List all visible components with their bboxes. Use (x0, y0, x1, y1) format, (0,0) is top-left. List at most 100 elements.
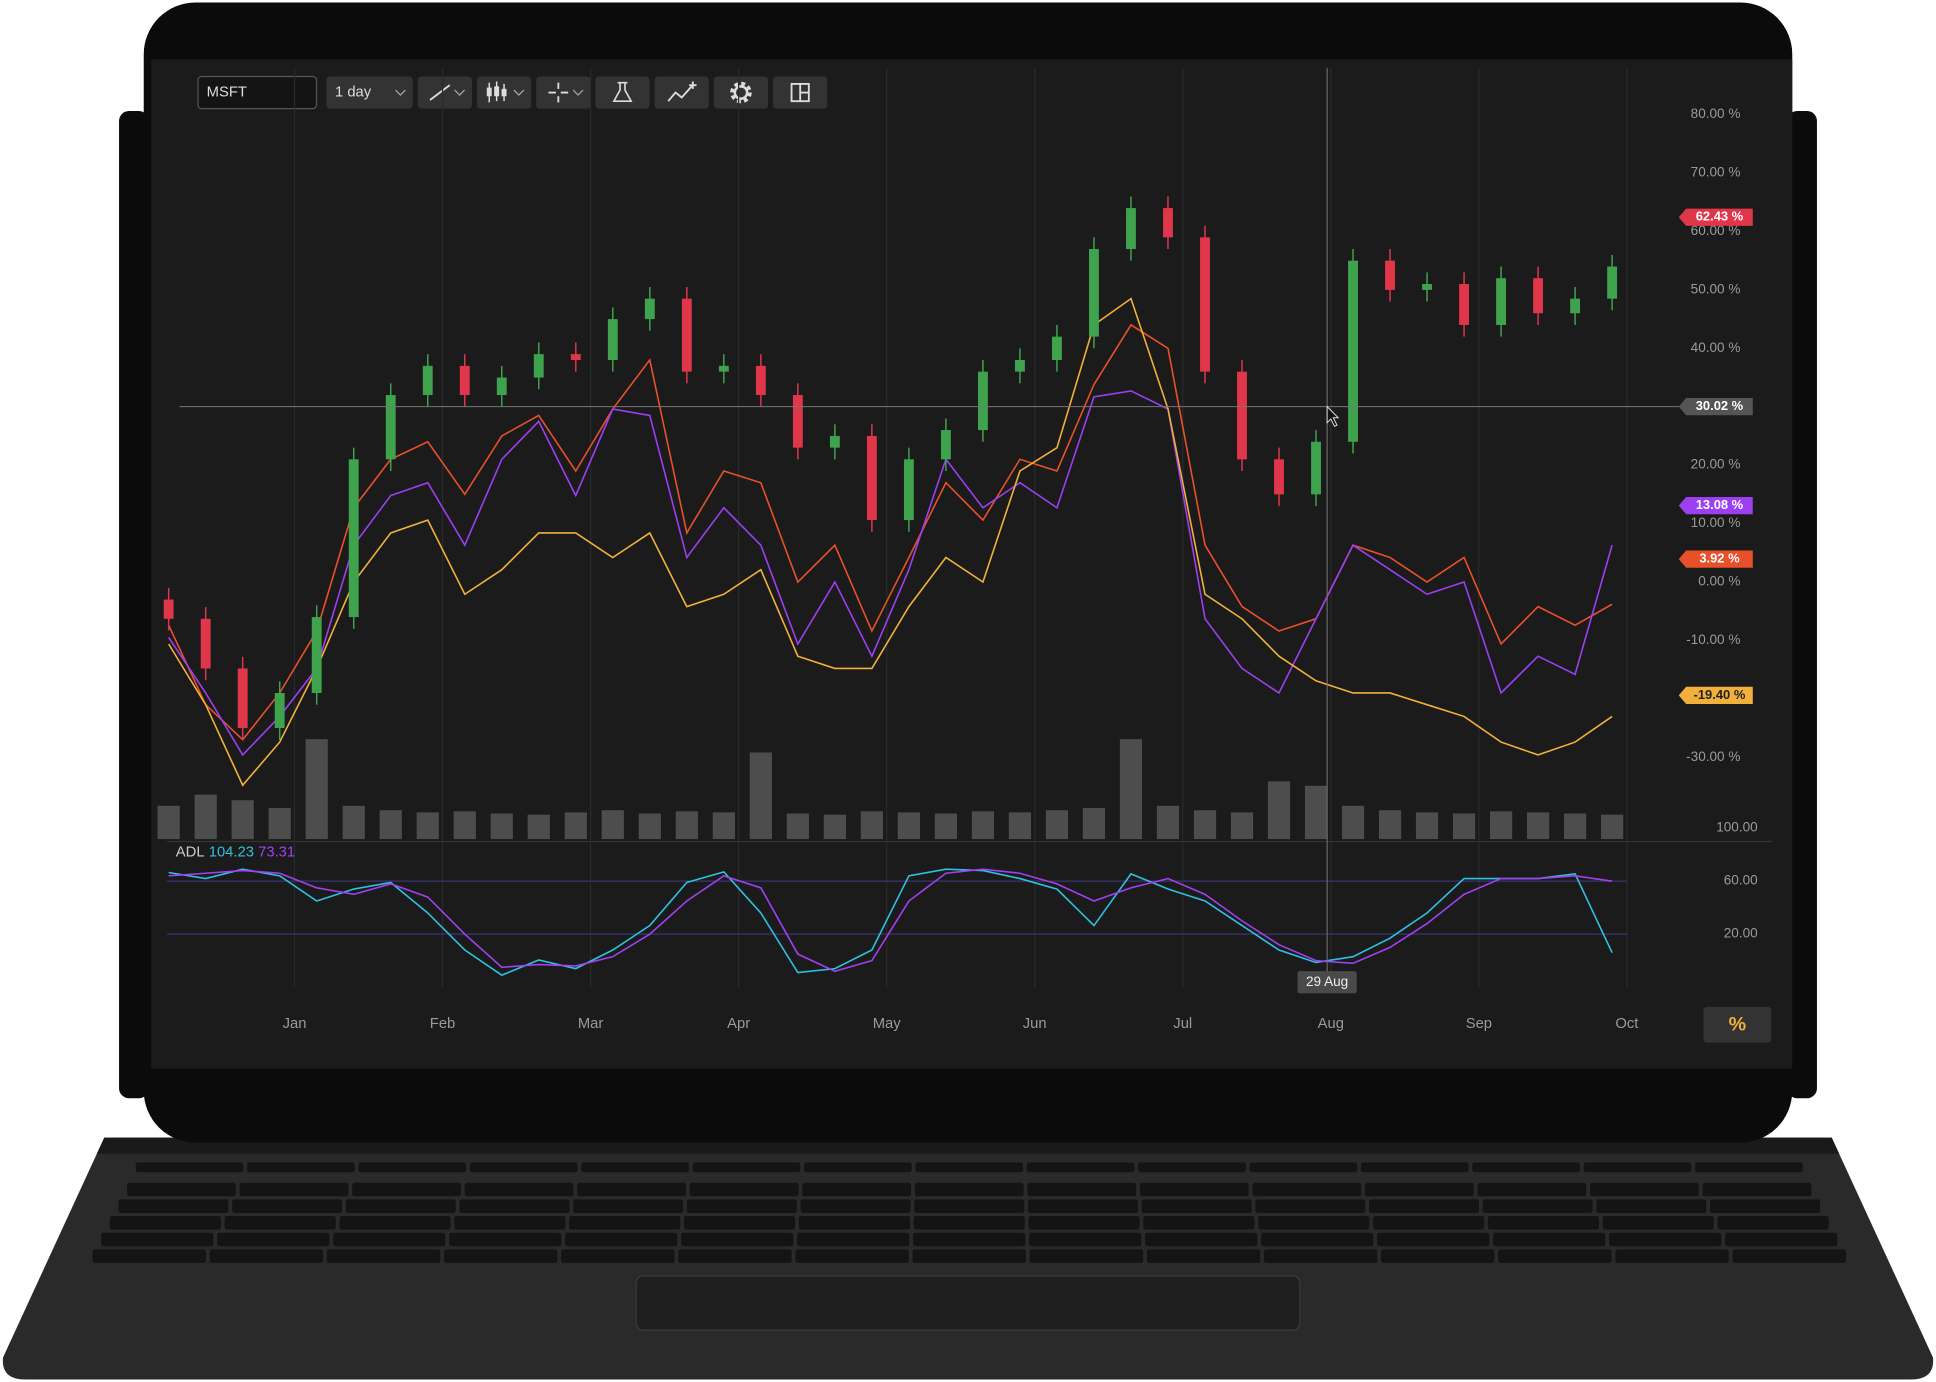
key (239, 1182, 349, 1197)
volume-bar (1489, 811, 1513, 840)
key (1143, 1216, 1255, 1230)
y-tick-label: 50.00 % (1691, 281, 1741, 296)
key (449, 1232, 562, 1247)
key (224, 1216, 336, 1230)
candle-body (644, 298, 655, 320)
key (798, 1216, 910, 1230)
volume-bar (1082, 807, 1106, 840)
candle-body (422, 365, 433, 396)
volume-bar (1193, 810, 1217, 840)
icon (548, 82, 569, 103)
key (1255, 1199, 1366, 1213)
icon (799, 83, 809, 102)
indicator-line (168, 868, 1613, 973)
volume-bar (934, 813, 958, 840)
volume-bar (897, 812, 920, 840)
key (1373, 1216, 1485, 1230)
x-tick-label: Feb (430, 1016, 456, 1032)
key (1263, 1249, 1378, 1263)
key (358, 1162, 467, 1173)
crosshair-x-badge (1297, 971, 1357, 994)
key (1139, 1182, 1249, 1197)
candle-body (1422, 284, 1432, 290)
draw-tool-button[interactable] (417, 76, 472, 109)
key (92, 1249, 206, 1263)
settings-button[interactable] (713, 76, 769, 109)
volume-bar (601, 810, 624, 840)
key (1702, 1182, 1812, 1197)
candle-body (1163, 208, 1173, 238)
candle-body (792, 395, 803, 448)
indicator-legend-value: 104.23 (209, 845, 254, 861)
x-tick-label: Jun (1023, 1016, 1047, 1032)
key (1028, 1216, 1140, 1230)
key (464, 1182, 574, 1197)
candle-body (1348, 260, 1358, 442)
crosshair-y-label: 30.02 % (1696, 398, 1744, 413)
indicator-line (168, 868, 1613, 977)
dropdown-caret (395, 89, 406, 96)
volume-bar (1267, 781, 1291, 840)
icon (494, 86, 500, 97)
volume-bar (268, 807, 291, 840)
candle-body (607, 319, 618, 360)
interval-dropdown[interactable] (326, 76, 413, 109)
candle-body (459, 365, 470, 396)
last-price-label: 62.43 % (1696, 209, 1744, 224)
volume-bar (490, 813, 513, 840)
y-tick-label: 40.00 % (1691, 340, 1741, 355)
volume-bar (1601, 814, 1624, 840)
candle-body (866, 435, 877, 521)
y-tick-label: 80.00 % (1691, 106, 1741, 121)
symbol-input[interactable] (197, 75, 318, 110)
x-tick-label: Apr (727, 1016, 750, 1032)
candle-body (274, 693, 285, 729)
key (1026, 1162, 1135, 1173)
candle-body (903, 459, 914, 521)
volume-tick-label: 100.00 (1716, 820, 1758, 835)
key (1360, 1162, 1469, 1173)
candle-body (200, 618, 211, 669)
key (1583, 1162, 1692, 1173)
key (561, 1249, 675, 1263)
candle-body (1607, 266, 1618, 299)
key (1498, 1249, 1612, 1263)
x-tick-label: Mar (578, 1016, 604, 1032)
compare-button[interactable] (654, 76, 709, 109)
volume-bar (1119, 739, 1143, 840)
candle-body (496, 377, 507, 396)
candle-body (940, 430, 951, 460)
volume-bar (194, 794, 217, 840)
key (569, 1216, 681, 1230)
candle-body (570, 354, 581, 360)
percent-button[interactable] (1703, 1006, 1772, 1043)
touchpad (635, 1275, 1301, 1331)
candle-body (385, 395, 396, 460)
key (1368, 1199, 1479, 1213)
key (1596, 1199, 1707, 1213)
percent-button-label: % (1729, 1014, 1747, 1036)
key (1029, 1249, 1144, 1263)
candle-body (1052, 336, 1062, 360)
x-tick-label: Jan (283, 1016, 307, 1032)
key (797, 1232, 910, 1247)
candle-body (1570, 298, 1581, 314)
key (1472, 1162, 1580, 1173)
candle-body (681, 298, 692, 372)
indicator-tick-label: 60.00 (1724, 873, 1758, 888)
candle-body (1533, 278, 1544, 314)
key (109, 1216, 221, 1230)
key (118, 1199, 229, 1213)
key (804, 1162, 912, 1173)
chart: Jan Feb Mar Apr May Jun Jul Aug Sep Oct 80.00 % 70.… (157, 67, 1772, 1032)
studies-button[interactable] (595, 76, 650, 109)
key (127, 1182, 236, 1197)
key (1145, 1232, 1258, 1247)
key (1493, 1232, 1606, 1247)
candle-body (1311, 441, 1321, 495)
dropdown-caret (513, 89, 525, 96)
volume-bar (453, 811, 476, 840)
candle-body (533, 354, 544, 378)
key (1252, 1182, 1362, 1197)
key (1725, 1232, 1838, 1247)
